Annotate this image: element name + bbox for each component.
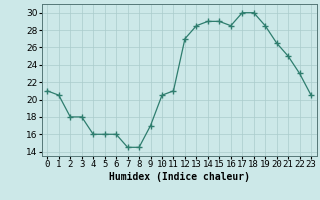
- X-axis label: Humidex (Indice chaleur): Humidex (Indice chaleur): [109, 172, 250, 182]
